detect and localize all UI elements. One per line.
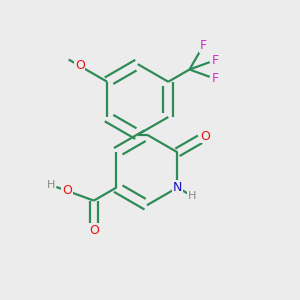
Text: O: O xyxy=(62,184,72,197)
Text: N: N xyxy=(173,181,182,194)
Text: H: H xyxy=(188,191,196,201)
Text: O: O xyxy=(75,59,85,73)
Text: H: H xyxy=(47,180,55,190)
Text: O: O xyxy=(200,130,210,143)
Text: F: F xyxy=(212,53,219,67)
Text: F: F xyxy=(200,39,207,52)
Text: F: F xyxy=(212,72,219,86)
Text: O: O xyxy=(89,224,99,237)
